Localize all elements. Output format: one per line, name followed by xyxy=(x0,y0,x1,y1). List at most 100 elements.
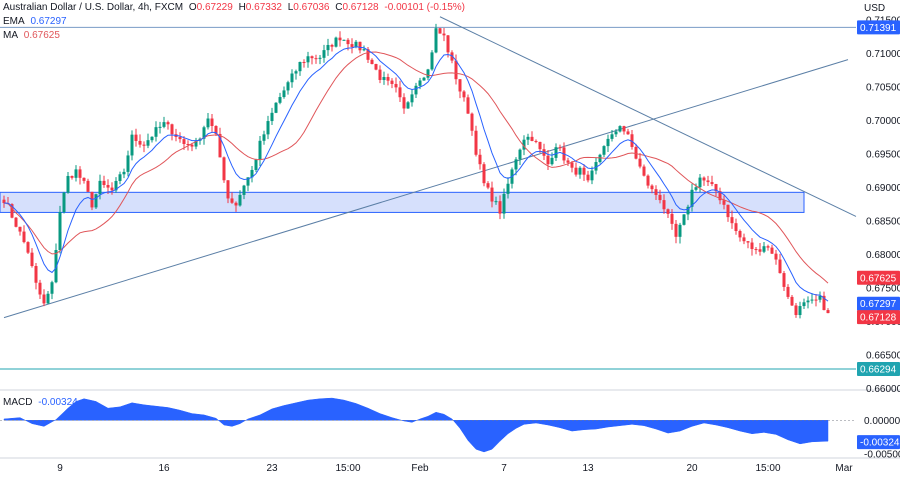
candle xyxy=(710,175,714,187)
candle xyxy=(606,134,610,152)
candle-body xyxy=(78,169,82,178)
candle-body xyxy=(774,253,778,260)
candle xyxy=(674,219,678,244)
candle-body xyxy=(254,159,258,170)
candle xyxy=(730,210,734,229)
candle xyxy=(386,73,390,86)
candle-body xyxy=(482,164,486,184)
candle-body xyxy=(802,302,806,307)
candle-body xyxy=(454,60,458,80)
candle xyxy=(554,143,558,161)
candle-body xyxy=(810,299,814,301)
candle xyxy=(770,244,774,254)
candle xyxy=(198,137,202,145)
candle xyxy=(790,294,794,306)
candle xyxy=(454,54,458,85)
candle xyxy=(486,181,490,190)
low-label: L xyxy=(287,2,294,13)
price-badge-label: 0.67128 xyxy=(860,313,897,324)
candle-body xyxy=(434,28,438,53)
candle-body xyxy=(558,147,562,149)
candle-body xyxy=(742,237,746,242)
candle xyxy=(166,120,170,130)
support-zone xyxy=(0,191,805,213)
candle xyxy=(278,92,282,105)
candle xyxy=(322,44,326,63)
candle xyxy=(330,43,334,52)
macd-value: -0.00324 xyxy=(38,397,78,408)
candle-body xyxy=(350,44,354,47)
candle-body xyxy=(218,133,222,158)
candle xyxy=(774,249,778,265)
candle-body xyxy=(762,246,766,252)
candle-body xyxy=(202,127,206,139)
candle-body xyxy=(778,259,782,274)
ma-label: MA xyxy=(3,30,18,41)
candle xyxy=(62,191,66,214)
candle-body xyxy=(258,140,262,160)
ema-legend[interactable]: EMA 0.67297 xyxy=(3,16,70,27)
candle xyxy=(134,128,138,147)
candle-body xyxy=(50,282,54,294)
candle xyxy=(702,176,706,186)
price-badge-label: 0.71391 xyxy=(860,23,897,34)
candle xyxy=(154,121,158,142)
candle xyxy=(670,208,674,230)
candle xyxy=(146,133,150,149)
candle-body xyxy=(282,90,286,98)
candle xyxy=(178,132,182,143)
candle-body xyxy=(594,162,598,171)
candle xyxy=(250,165,254,183)
candle-body xyxy=(390,80,394,84)
price-badge-bg xyxy=(857,296,900,311)
price-tick-label: 0.68500 xyxy=(866,217,900,228)
candle xyxy=(650,184,654,194)
candle-body xyxy=(638,158,642,167)
candle xyxy=(162,116,166,129)
candle-body xyxy=(690,189,694,207)
candle-body xyxy=(414,85,418,95)
candle-body xyxy=(314,58,318,60)
candle-body xyxy=(750,242,754,250)
candle xyxy=(94,193,98,209)
candle xyxy=(342,39,346,41)
price-badge-label: 0.67625 xyxy=(860,273,897,284)
candle xyxy=(690,183,694,212)
candle xyxy=(326,38,330,56)
candle xyxy=(626,128,630,135)
candle-body xyxy=(790,296,794,306)
candle-body xyxy=(114,180,118,191)
candle xyxy=(158,121,162,134)
ma-value: 0.67625 xyxy=(23,30,60,41)
candle-body xyxy=(574,167,578,175)
macd-legend[interactable]: MACD -0.00324 xyxy=(3,397,81,408)
candle xyxy=(738,229,742,242)
candle xyxy=(526,133,530,146)
candle xyxy=(666,208,670,219)
candle xyxy=(718,187,722,205)
candle-body xyxy=(250,169,254,178)
candle xyxy=(398,80,402,103)
candle-body xyxy=(322,50,326,58)
ma-legend[interactable]: MA 0.67625 xyxy=(3,30,63,41)
candle xyxy=(74,165,78,182)
candle-body xyxy=(478,154,482,165)
candle xyxy=(130,130,134,161)
candle-body xyxy=(362,49,366,51)
candle xyxy=(662,194,666,214)
candle xyxy=(470,112,474,136)
candle xyxy=(746,241,750,249)
candle xyxy=(406,101,410,109)
candle-body xyxy=(222,157,226,181)
candle-body xyxy=(158,126,162,128)
candle xyxy=(14,216,18,228)
candle xyxy=(546,150,550,170)
candle-body xyxy=(438,28,442,34)
candle-body xyxy=(526,136,530,140)
price-tick-label: 0.70000 xyxy=(866,116,900,127)
candle-body xyxy=(326,44,330,51)
candle-body xyxy=(54,250,58,283)
candle-body xyxy=(782,273,786,287)
candle xyxy=(138,134,142,148)
